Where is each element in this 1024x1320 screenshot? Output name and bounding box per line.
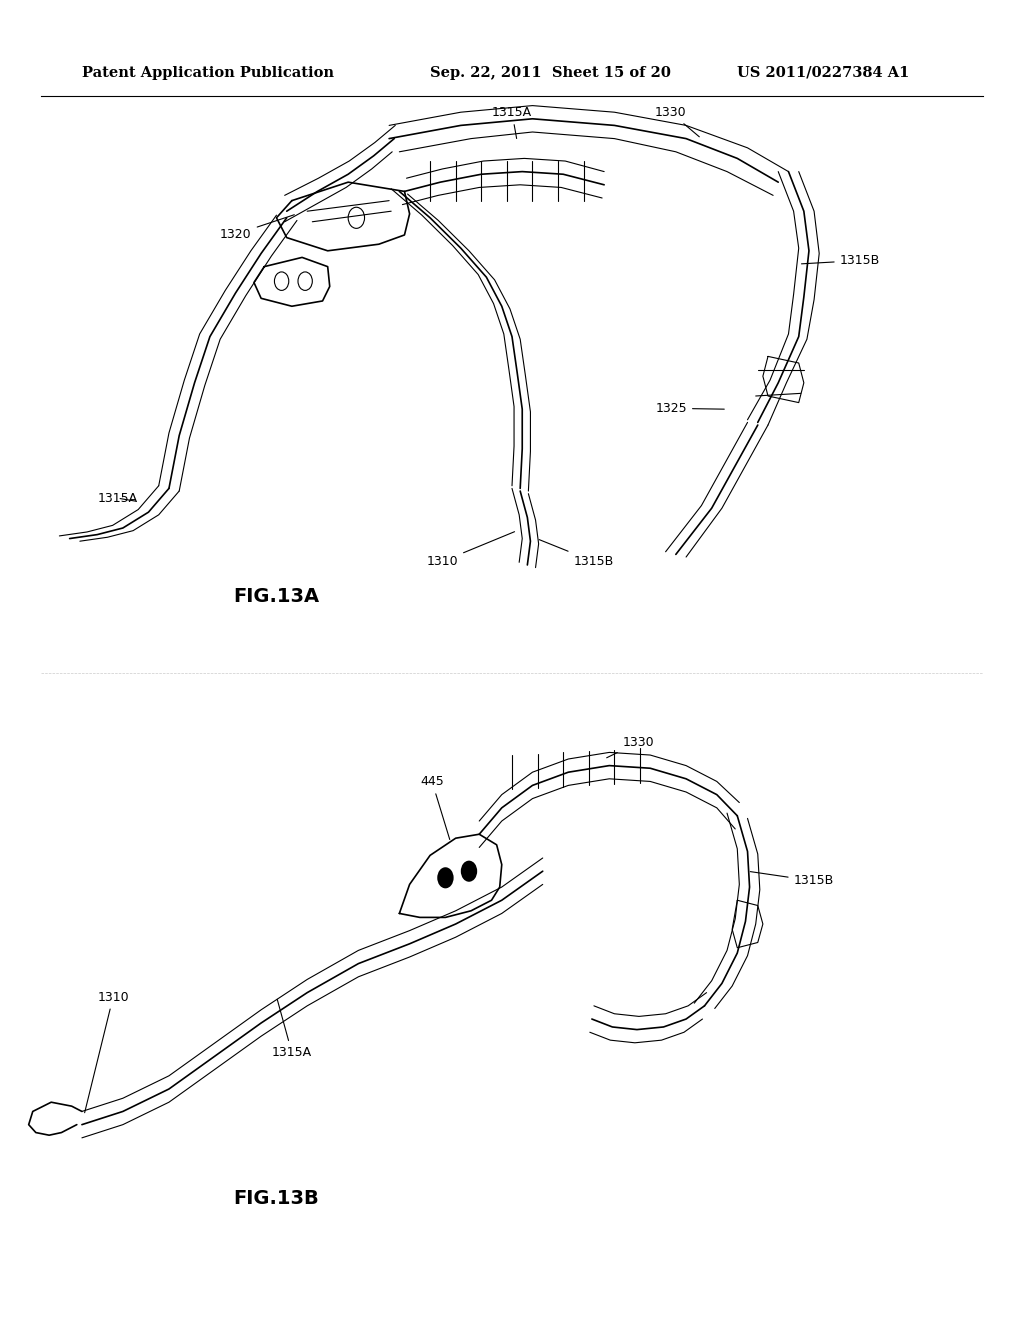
Circle shape <box>461 861 477 882</box>
Text: 1315B: 1315B <box>802 253 880 267</box>
Text: 1315B: 1315B <box>751 871 834 887</box>
Text: FIG.13A: FIG.13A <box>233 587 319 606</box>
Text: 1315A: 1315A <box>271 999 312 1059</box>
Text: 1325: 1325 <box>655 401 724 414</box>
Text: 1310: 1310 <box>427 532 514 568</box>
Circle shape <box>437 867 454 888</box>
Text: Patent Application Publication: Patent Application Publication <box>82 66 334 79</box>
Text: Sep. 22, 2011  Sheet 15 of 20: Sep. 22, 2011 Sheet 15 of 20 <box>430 66 671 79</box>
Text: 1315A: 1315A <box>492 106 532 139</box>
Text: US 2011/0227384 A1: US 2011/0227384 A1 <box>737 66 909 79</box>
Text: 1330: 1330 <box>606 735 654 758</box>
Text: 445: 445 <box>420 775 450 840</box>
Text: 1310: 1310 <box>85 990 129 1113</box>
Text: 1315A: 1315A <box>97 491 137 504</box>
Text: 1320: 1320 <box>220 215 294 240</box>
Text: 1315B: 1315B <box>540 540 613 568</box>
Text: FIG.13B: FIG.13B <box>233 1189 319 1208</box>
Text: 1330: 1330 <box>655 106 699 137</box>
